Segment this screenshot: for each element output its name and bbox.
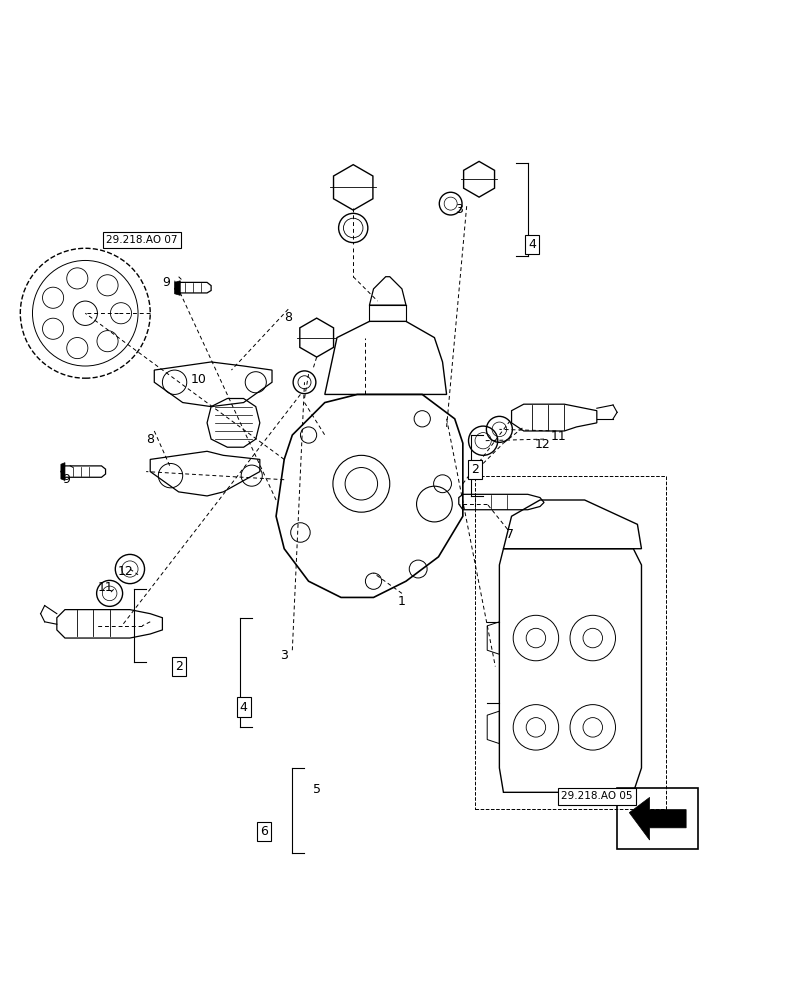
Text: 3: 3 [454, 203, 462, 216]
Bar [616, 788, 697, 849]
Text: 12: 12 [534, 438, 550, 451]
Text: 9: 9 [62, 473, 71, 486]
Text: 7: 7 [505, 528, 513, 541]
Text: 4: 4 [239, 701, 247, 714]
Text: 8: 8 [146, 433, 154, 446]
Text: 29.218.AO 07: 29.218.AO 07 [106, 235, 178, 245]
Text: 29.218.AO 05: 29.218.AO 05 [560, 791, 632, 801]
Polygon shape [174, 281, 180, 295]
Text: 12: 12 [118, 565, 134, 578]
Text: 2: 2 [470, 463, 478, 476]
Text: 8: 8 [284, 311, 292, 324]
Text: 11: 11 [550, 430, 566, 443]
Text: 9: 9 [162, 276, 170, 289]
Text: 11: 11 [97, 581, 114, 594]
Text: 1: 1 [397, 595, 406, 608]
Polygon shape [629, 797, 685, 840]
Polygon shape [61, 463, 65, 481]
Text: 6: 6 [260, 825, 268, 838]
Text: 5: 5 [312, 783, 320, 796]
Text: 3: 3 [280, 649, 288, 662]
Text: 4: 4 [527, 238, 535, 251]
Text: 10: 10 [191, 373, 207, 386]
Text: 2: 2 [174, 660, 182, 673]
